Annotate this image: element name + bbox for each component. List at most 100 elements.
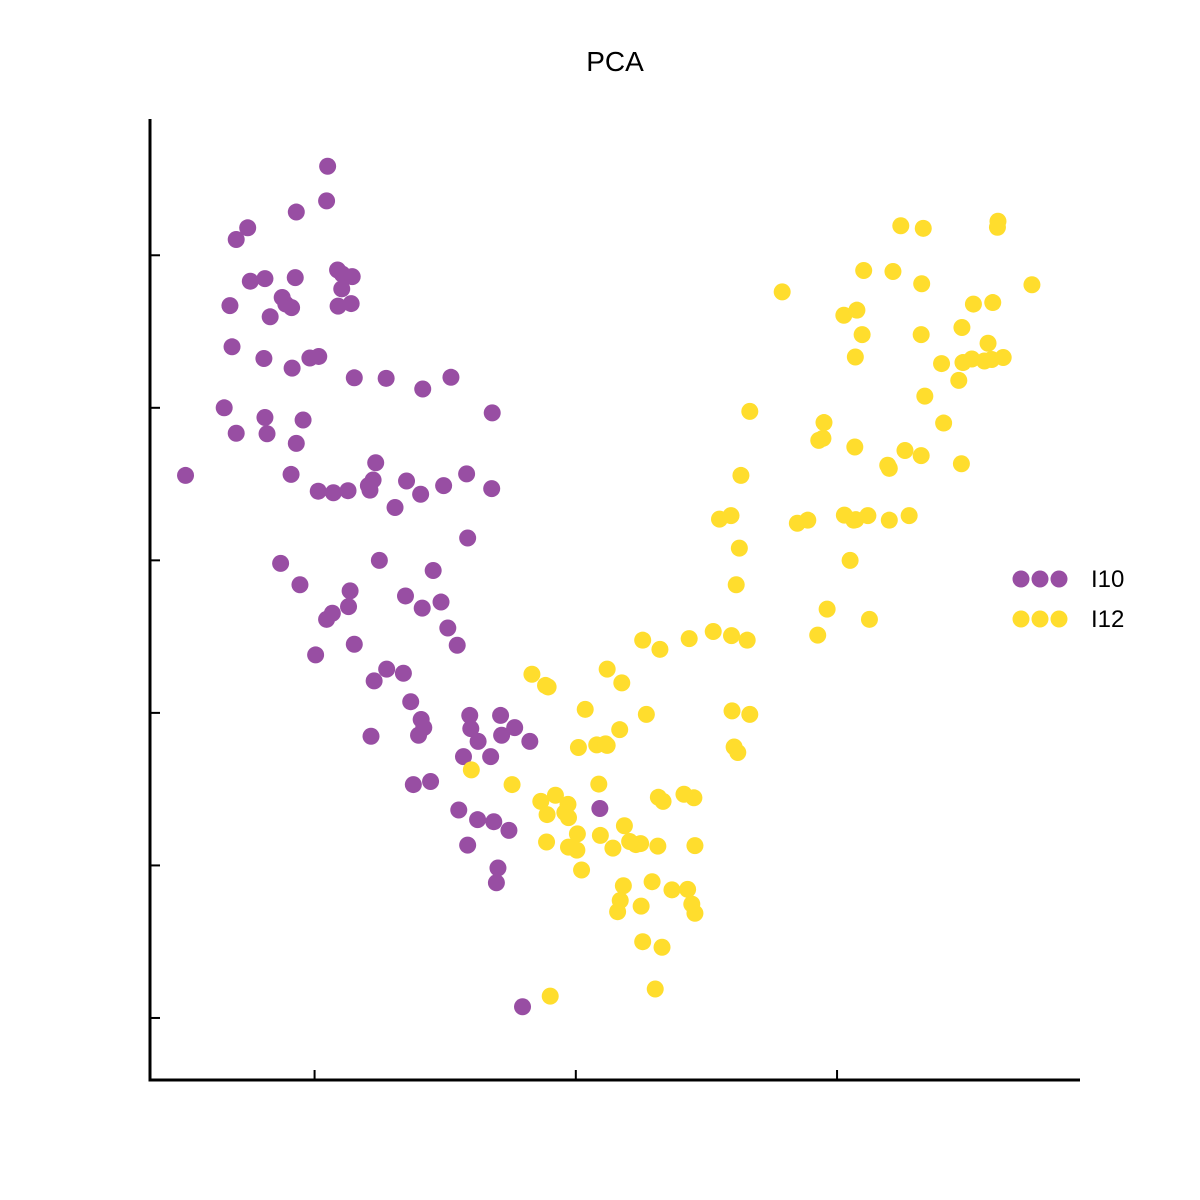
data-point bbox=[319, 157, 337, 175]
data-point bbox=[424, 562, 442, 580]
data-point bbox=[291, 576, 309, 594]
data-point bbox=[341, 582, 359, 600]
data-point bbox=[414, 380, 432, 398]
data-point bbox=[462, 720, 480, 738]
legend-marker bbox=[1012, 610, 1030, 628]
data-point bbox=[988, 218, 1006, 236]
data-point bbox=[469, 811, 487, 829]
data-point bbox=[538, 806, 556, 824]
data-point bbox=[415, 719, 433, 737]
data-point bbox=[614, 877, 632, 895]
data-point bbox=[329, 297, 347, 315]
data-point bbox=[1023, 276, 1041, 294]
chart-title: PCA bbox=[586, 46, 644, 77]
data-point bbox=[686, 837, 704, 855]
data-point bbox=[461, 706, 479, 724]
data-point bbox=[435, 477, 453, 495]
data-point bbox=[489, 859, 507, 877]
data-point bbox=[241, 272, 259, 290]
data-point bbox=[675, 785, 693, 803]
data-point bbox=[378, 660, 396, 678]
data-point bbox=[984, 294, 1002, 312]
data-point bbox=[643, 873, 661, 891]
data-point bbox=[333, 280, 351, 298]
legend-label: I10 bbox=[1091, 566, 1124, 593]
data-point bbox=[538, 833, 556, 851]
data-point bbox=[860, 610, 878, 628]
legend-item-i10: I10 bbox=[1012, 566, 1124, 593]
data-point bbox=[318, 192, 336, 210]
data-point bbox=[454, 748, 472, 766]
data-point bbox=[773, 283, 791, 301]
data-point bbox=[732, 466, 750, 484]
data-point bbox=[342, 295, 360, 313]
data-point bbox=[634, 933, 652, 951]
data-point bbox=[345, 635, 363, 653]
data-point bbox=[722, 507, 740, 525]
data-point bbox=[537, 676, 555, 694]
data-point bbox=[653, 938, 671, 956]
legend-label: I12 bbox=[1091, 606, 1124, 633]
data-point bbox=[845, 511, 863, 529]
data-point bbox=[459, 836, 477, 854]
data-point bbox=[835, 306, 853, 324]
data-point bbox=[485, 813, 503, 831]
data-point bbox=[227, 424, 245, 442]
data-point bbox=[933, 355, 951, 373]
data-point bbox=[914, 219, 932, 237]
data-point bbox=[307, 646, 325, 664]
data-point bbox=[492, 706, 510, 724]
data-point bbox=[396, 587, 414, 605]
data-point bbox=[256, 408, 274, 426]
data-point bbox=[913, 275, 931, 293]
data-point bbox=[799, 511, 817, 529]
data-point bbox=[345, 369, 363, 387]
data-point bbox=[963, 350, 981, 368]
data-point bbox=[654, 792, 672, 810]
data-point bbox=[591, 826, 609, 844]
data-point bbox=[324, 484, 342, 502]
data-point bbox=[727, 576, 745, 594]
data-point bbox=[560, 809, 577, 827]
data-point bbox=[294, 411, 312, 429]
data-point bbox=[239, 219, 257, 237]
axes bbox=[148, 119, 1080, 1082]
data-point bbox=[523, 665, 541, 683]
data-point bbox=[663, 881, 681, 899]
legend-marker bbox=[1050, 570, 1068, 588]
data-point bbox=[611, 721, 629, 739]
data-point bbox=[809, 626, 827, 644]
data-point bbox=[646, 980, 664, 998]
data-point bbox=[404, 776, 422, 794]
data-point bbox=[469, 732, 487, 750]
data-point bbox=[590, 775, 608, 793]
data-point bbox=[487, 874, 505, 892]
legend-marker bbox=[1050, 610, 1068, 628]
data-point bbox=[261, 308, 279, 326]
data-point bbox=[541, 987, 559, 1005]
data-point bbox=[597, 735, 615, 753]
data-point bbox=[483, 480, 501, 498]
data-point bbox=[738, 631, 756, 649]
data-point bbox=[841, 551, 859, 569]
data-point bbox=[448, 636, 466, 654]
data-point bbox=[482, 748, 500, 766]
data-point bbox=[362, 727, 380, 745]
data-point bbox=[632, 897, 650, 915]
data-point bbox=[386, 498, 404, 516]
data-point bbox=[604, 839, 622, 857]
data-point bbox=[398, 472, 416, 490]
data-point bbox=[402, 693, 420, 711]
data-point bbox=[683, 895, 701, 913]
data-point bbox=[412, 485, 430, 503]
data-point bbox=[613, 674, 631, 692]
data-point bbox=[814, 429, 832, 447]
data-point bbox=[256, 270, 274, 288]
data-point bbox=[514, 998, 532, 1016]
data-point bbox=[964, 295, 982, 313]
data-point bbox=[503, 776, 521, 794]
data-point bbox=[500, 821, 518, 839]
data-point bbox=[848, 301, 866, 319]
data-point bbox=[450, 801, 468, 819]
